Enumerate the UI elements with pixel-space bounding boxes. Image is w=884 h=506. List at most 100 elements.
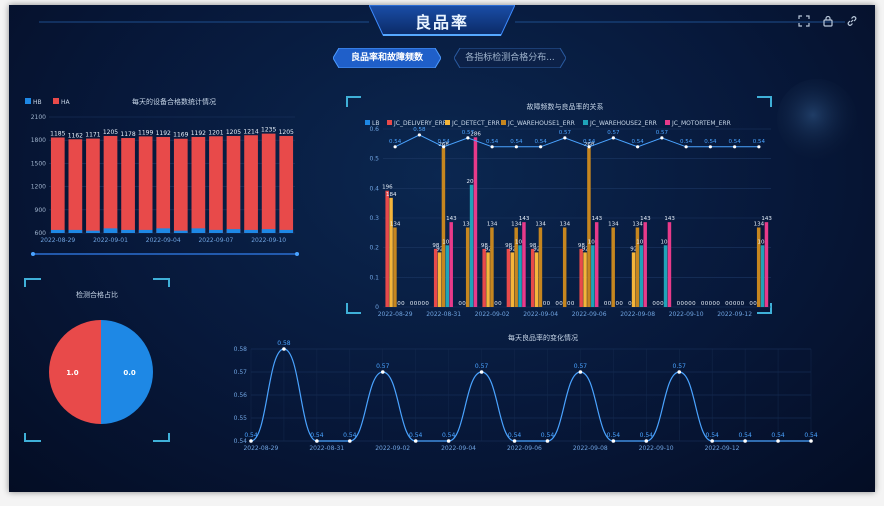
data-label: 0 — [656, 301, 660, 307]
lb-point — [708, 145, 712, 149]
data-label: 134 — [463, 221, 474, 227]
lb-label: 0.57 — [656, 130, 669, 136]
bar-ha — [121, 138, 135, 233]
data-label: 1235 — [261, 127, 276, 134]
data-label: 0 — [494, 301, 498, 307]
lb-label: 0.57 — [462, 130, 475, 136]
link-icon[interactable] — [845, 15, 859, 29]
bar-jc_warehouse2_err — [518, 245, 522, 307]
data-label: 1205 — [103, 129, 118, 136]
tab-yield-fault[interactable]: 良品率和故障频数 — [333, 48, 441, 68]
data-label: 0 — [462, 301, 466, 307]
bar-hb — [103, 228, 118, 233]
tab-yield-fault-label: 良品率和故障频数 — [350, 53, 423, 63]
data-label: 92 — [630, 246, 637, 252]
yield-label: 0.57 — [376, 363, 390, 370]
data-label: 92 — [436, 246, 443, 252]
bar-jc_warehouse1_err — [393, 227, 397, 307]
data-label: 0 — [753, 301, 757, 307]
data-label: 0 — [418, 301, 422, 307]
lb-label: 0.57 — [607, 130, 620, 136]
data-label: 0 — [688, 301, 692, 307]
data-label: 92 — [509, 246, 516, 252]
bar-ha — [86, 138, 100, 233]
x-tick-label: 2022-09-08 — [620, 311, 655, 318]
yield-point — [578, 370, 583, 374]
bar-hb — [138, 229, 153, 233]
lb-point — [490, 145, 494, 149]
yield-point — [282, 347, 286, 351]
pass-ratio-chart: 检测合格占比 0.0 1.0 — [24, 278, 170, 442]
data-label: 0 — [425, 301, 429, 307]
y-tick-label: 0 — [375, 304, 379, 311]
chart1-scrollbar[interactable] — [31, 249, 301, 259]
yield-label: 0.57 — [673, 363, 687, 370]
bar-ha — [244, 135, 258, 233]
planet-decoration — [777, 79, 857, 159]
lb-point — [733, 145, 737, 149]
yield-label: 0.54 — [738, 432, 752, 439]
bar-jc_delivery_err — [530, 248, 535, 307]
data-label: 104 — [636, 239, 647, 245]
data-label: 0 — [498, 301, 502, 307]
tab-indicator-distribution[interactable]: 各指标检测合格分布... — [454, 48, 566, 68]
y-tick-label: 0.3 — [369, 215, 379, 222]
x-tick-label: 2022-09-12 — [705, 445, 740, 452]
yield-point — [315, 439, 319, 443]
bar-jc_warehouse1_err — [538, 227, 543, 307]
data-label: 1205 — [279, 129, 294, 136]
y-tick-label: 0.55 — [234, 415, 248, 422]
daily-yield-chart: 每天良品率的变化情况 0.54 0.55 0.56 0.57 0.58 0.54 0.58… — [234, 333, 818, 452]
bar-jc_detect_err — [583, 252, 587, 307]
bar-jc_warehouse2_err — [760, 245, 765, 307]
data-label: 134 — [632, 221, 643, 227]
bar-jc_delivery_err — [482, 248, 486, 307]
bar-jc_detect_err — [534, 252, 539, 307]
data-label: 196 — [382, 185, 393, 191]
legend-label: JC_WAREHOUSE1_ERR — [507, 120, 575, 127]
data-label: 0 — [701, 301, 705, 307]
data-label: 0 — [422, 301, 426, 307]
data-label: 0 — [705, 301, 709, 307]
bar-jc_motortem_err — [667, 222, 672, 307]
header-line — [39, 21, 845, 23]
data-label: 0 — [616, 301, 620, 307]
yield-point — [776, 439, 780, 443]
legend-ha: HA — [53, 98, 71, 106]
yield-label: 0.54 — [409, 432, 423, 439]
x-tick-label: 2022-09-04 — [523, 311, 558, 318]
bar-jc_detect_err — [631, 252, 636, 307]
bar-jc_detect_err — [389, 197, 393, 307]
lb-point — [417, 133, 421, 137]
lock-icon[interactable] — [821, 15, 835, 29]
bar-jc_motortem_err — [522, 222, 526, 307]
data-label: 184 — [386, 192, 397, 198]
y-tick-label: 0.57 — [234, 369, 248, 376]
x-tick-label: 2022-09-06 — [572, 311, 607, 318]
data-label: 1192 — [156, 130, 171, 137]
bar-jc_warehouse1_err — [562, 227, 567, 307]
pie-slice — [49, 320, 101, 424]
x-tick-label: 2022-09-10 — [251, 237, 286, 244]
yield-point — [545, 439, 550, 443]
lb-label: 0.54 — [389, 139, 402, 145]
data-label: 0 — [414, 301, 418, 307]
lb-label: 0.54 — [438, 139, 451, 145]
expand-icon[interactable] — [797, 15, 811, 29]
legend-label: JC_DETECT_ERR — [451, 120, 500, 127]
yield-label: 0.54 — [541, 432, 555, 439]
data-label: 98 — [432, 243, 439, 249]
legend-hb: HB — [25, 98, 42, 106]
data-label: 286 — [470, 131, 481, 137]
data-label: 0 — [716, 301, 720, 307]
data-label: 1192 — [191, 130, 206, 137]
lb-label: 0.54 — [753, 139, 766, 145]
data-label: 98 — [529, 243, 536, 249]
yield-label: 0.58 — [277, 340, 291, 347]
yield-point — [710, 439, 714, 443]
yield-label: 0.57 — [475, 363, 489, 370]
yield-label: 0.54 — [771, 432, 785, 439]
data-label: 104 — [515, 239, 526, 245]
yield-point — [809, 439, 813, 443]
yield-label: 0.54 — [442, 432, 456, 439]
